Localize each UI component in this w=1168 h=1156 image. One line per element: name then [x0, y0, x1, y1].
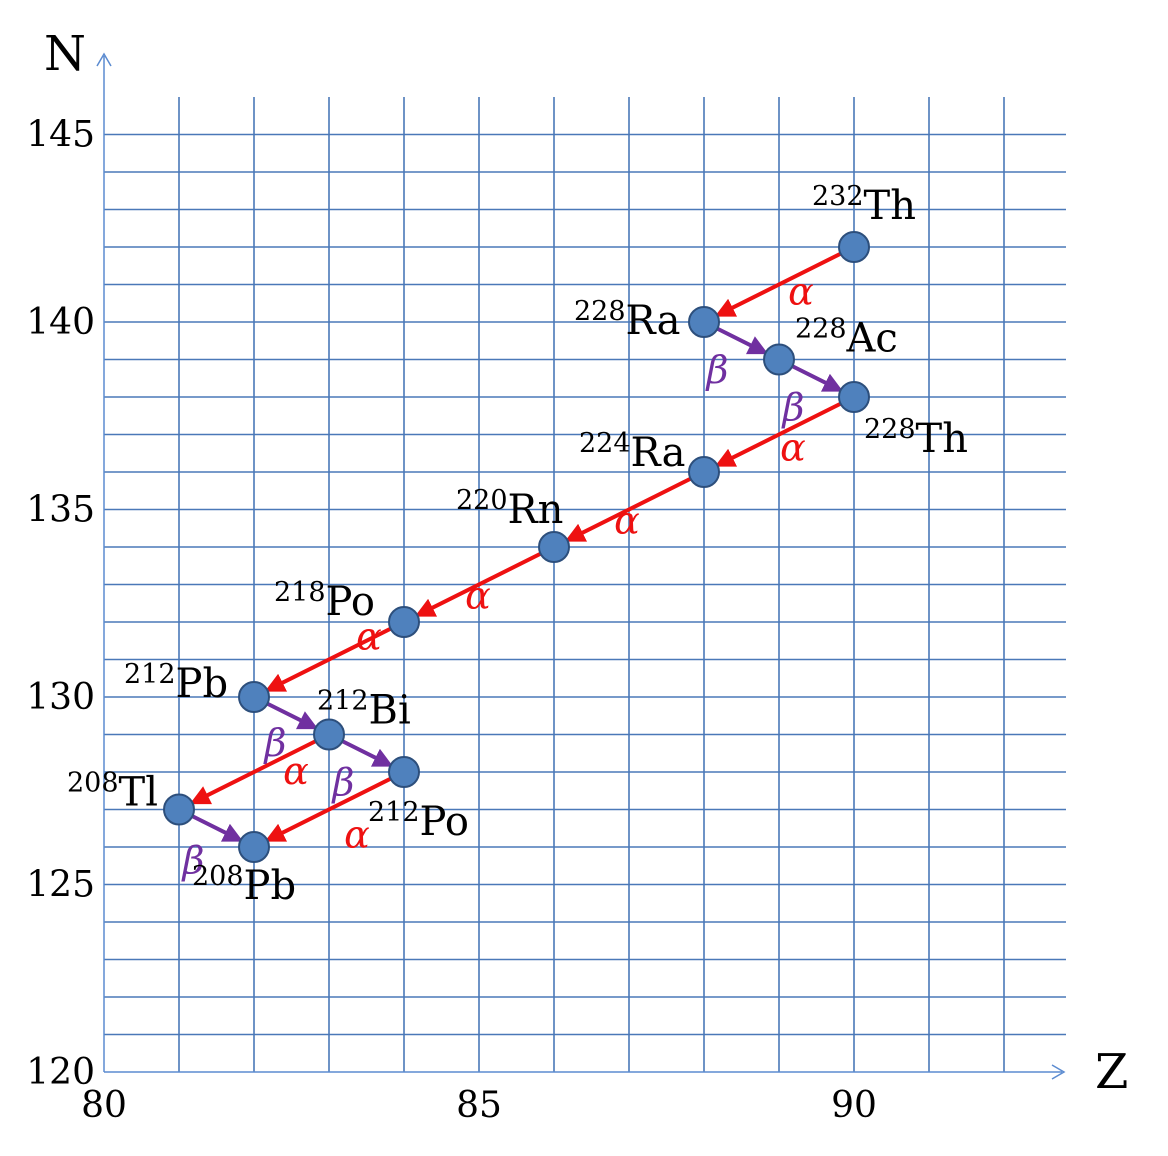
beta-decay-label: β — [331, 760, 355, 804]
mass-number: 208 — [67, 768, 119, 799]
nuclide-point-po218 — [388, 606, 420, 638]
nuclide-point-pb208 — [238, 831, 270, 863]
nuclide-label-ra228: 228Ra — [574, 296, 680, 344]
nuclide-point-po212 — [388, 756, 420, 788]
nuclide-label-bi212: 212Bi — [317, 686, 411, 734]
nuclide-point-rn220 — [538, 531, 570, 563]
nuclide-label-th228: 228Th — [864, 414, 968, 462]
element-symbol: Th — [916, 416, 968, 462]
nuclide-point-tl208 — [163, 793, 195, 826]
beta-decay-label: β — [705, 348, 729, 392]
y-axis-arrowhead — [96, 52, 112, 67]
axes: N Z — [44, 26, 1128, 1100]
mass-number: 228 — [574, 296, 626, 327]
y-tick-label: 130 — [26, 677, 95, 718]
mass-number: 224 — [579, 428, 631, 459]
grid — [104, 97, 1066, 1072]
alpha-decay-label: α — [356, 615, 382, 659]
beta-decay-label: β — [781, 385, 805, 429]
element-symbol: Bi — [369, 688, 411, 734]
beta-decay-label: β — [263, 721, 287, 765]
element-symbol: Tl — [119, 770, 158, 816]
nuclide-label-ac228: 228Ac — [795, 314, 898, 362]
element-symbol: Po — [420, 799, 469, 845]
alpha-decay-arrow — [264, 771, 404, 842]
mass-number: 208 — [192, 861, 244, 892]
alpha-decay-label: α — [614, 499, 640, 543]
nuclide-point-ra228 — [688, 306, 720, 338]
alpha-decay-label: α — [788, 270, 814, 314]
nuclide-point-ra224 — [688, 456, 720, 488]
nuclide-label-pb208: 208Pb — [192, 861, 296, 909]
alpha-decay-arrow — [414, 546, 554, 617]
nuclide-point-th232 — [838, 231, 870, 263]
mass-number: 228 — [864, 414, 916, 445]
nuclide-label-po218: 218Po — [274, 577, 375, 625]
nuclide-label-rn220: 220Rn — [456, 485, 563, 533]
element-symbol: Pb — [176, 661, 229, 707]
x-axis-arrowhead — [1051, 1064, 1066, 1080]
alpha-decay-label: α — [780, 426, 806, 470]
nuclide-label-th232: 232Th — [812, 181, 916, 229]
mass-number: 212 — [124, 659, 176, 690]
nuclide-label-tl208: 208Tl — [67, 768, 158, 816]
x-tick-label: 80 — [81, 1085, 127, 1126]
mass-number: 218 — [274, 577, 326, 608]
mass-number: 228 — [795, 314, 847, 345]
element-symbol: Th — [864, 183, 916, 229]
element-symbol: Ac — [846, 316, 898, 362]
nuclide-label-ra224: 224Ra — [579, 428, 685, 476]
mass-number: 220 — [456, 485, 508, 516]
element-symbol: Pb — [244, 863, 297, 909]
y-tick-label: 120 — [26, 1052, 95, 1093]
nuclide-point-bi212 — [313, 718, 345, 751]
alpha-decay-label: α — [283, 749, 309, 793]
nuclide-point-pb212 — [238, 681, 270, 713]
nuclide-label-po212: 212Po — [368, 797, 469, 845]
mass-number: 212 — [317, 686, 369, 717]
element-symbol: Ra — [631, 430, 686, 476]
alpha-decay-label: α — [344, 813, 370, 857]
alpha-decay-arrow — [189, 733, 329, 805]
x-axis-title: Z — [1095, 1044, 1128, 1100]
alpha-decay-arrow — [264, 621, 404, 692]
y-tick-label: 135 — [26, 490, 95, 531]
nuclide-points — [163, 231, 870, 863]
x-tick-label: 90 — [831, 1085, 877, 1126]
element-symbol: Po — [326, 579, 375, 625]
alpha-decay-arrow — [564, 471, 704, 542]
mass-number: 212 — [368, 797, 420, 828]
nuclide-label-pb212: 212Pb — [124, 659, 228, 707]
alpha-decay-arrow — [714, 246, 854, 317]
x-tick-label: 85 — [456, 1085, 502, 1126]
nuclide-point-ac228 — [763, 343, 795, 376]
element-symbol: Rn — [508, 487, 564, 533]
mass-number: 232 — [812, 181, 864, 212]
y-tick-label: 125 — [26, 865, 95, 906]
tick-labels: 80 85 90 120 125 130 135 140 145 — [26, 115, 877, 1127]
alpha-decay-arrow — [714, 396, 854, 467]
y-axis-title: N — [44, 26, 86, 82]
y-tick-label: 145 — [26, 115, 95, 156]
alpha-decay-label: α — [465, 574, 491, 618]
nuclide-point-th228 — [838, 381, 870, 413]
element-symbol: Ra — [626, 298, 681, 344]
y-tick-label: 140 — [26, 302, 95, 343]
beta-decay-label: β — [181, 838, 205, 882]
